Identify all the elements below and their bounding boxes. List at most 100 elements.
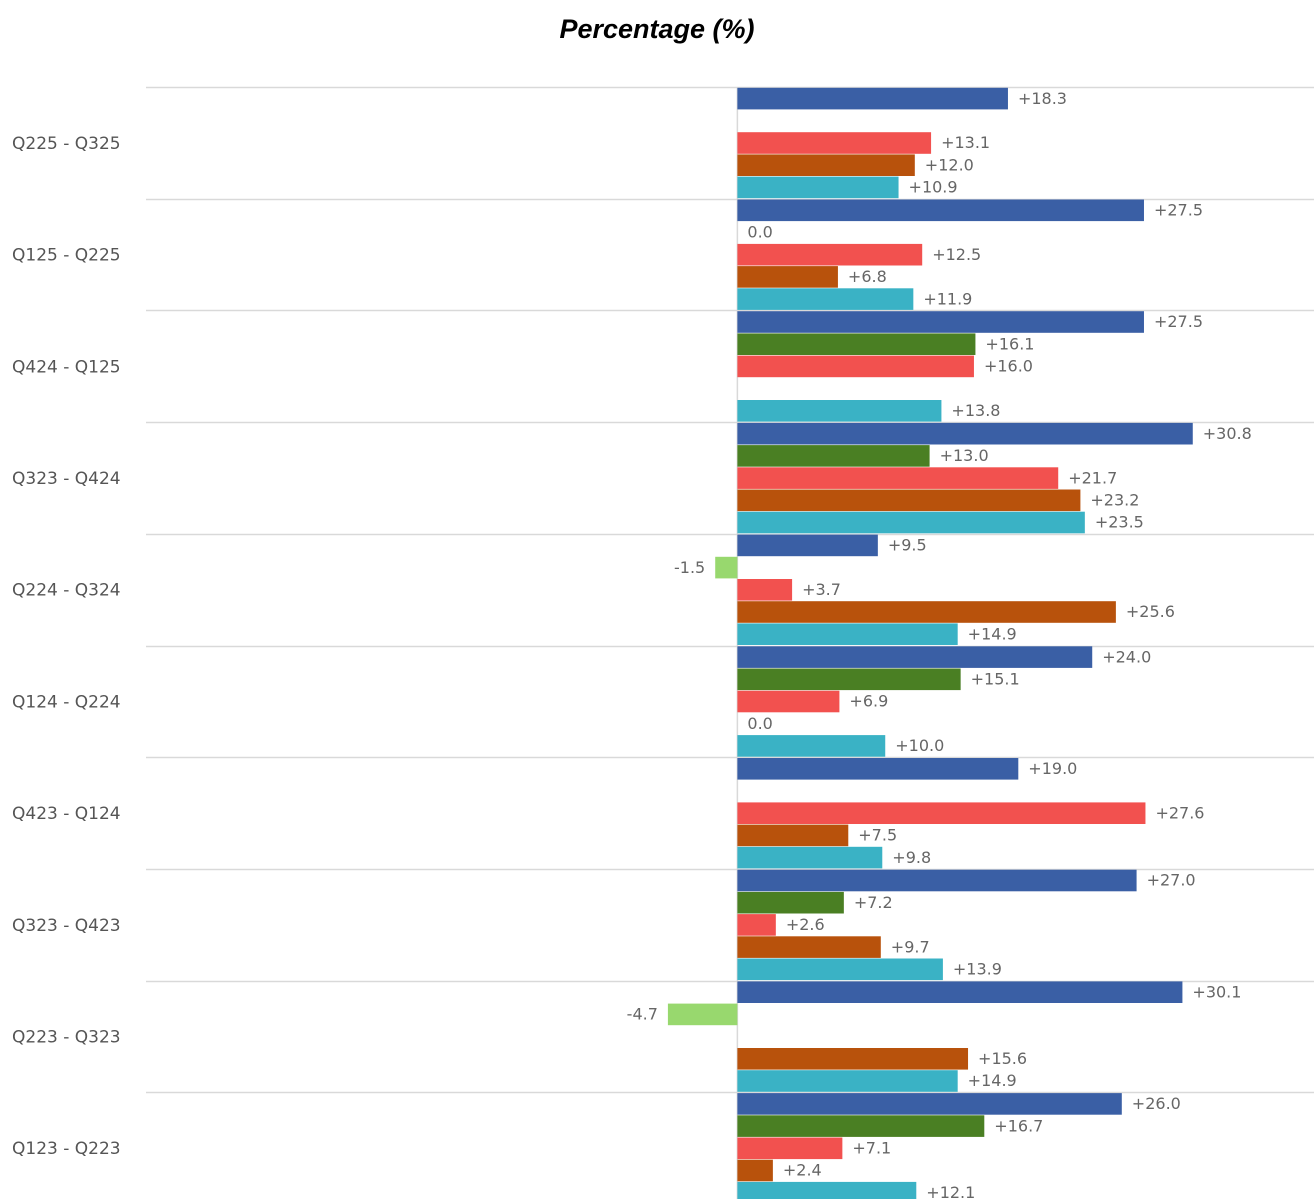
bar — [737, 288, 914, 310]
data-label: +30.8 — [1203, 424, 1252, 443]
bar — [737, 511, 1085, 534]
bar — [737, 266, 838, 288]
data-label: +15.1 — [971, 670, 1020, 689]
data-label: +7.1 — [852, 1139, 891, 1158]
bar — [737, 534, 878, 557]
data-label: +30.1 — [1192, 982, 1241, 1001]
data-label: +2.6 — [786, 915, 825, 934]
bar — [737, 1093, 1122, 1115]
bar — [737, 981, 1183, 1003]
bar — [737, 422, 1193, 445]
data-label: +13.1 — [941, 133, 990, 152]
data-label: +9.7 — [891, 937, 930, 956]
bar — [737, 846, 883, 869]
chart-title: Percentage (%) — [559, 14, 755, 44]
bar — [737, 87, 1008, 110]
bar — [737, 758, 1019, 780]
category-label: Q323 - Q424 — [12, 469, 121, 489]
data-label: +23.2 — [1090, 491, 1139, 510]
bar — [737, 1070, 958, 1092]
data-label: +24.0 — [1102, 647, 1151, 666]
bar — [737, 936, 881, 958]
bar — [737, 400, 942, 422]
data-label: +23.5 — [1095, 513, 1144, 532]
category-label: Q124 - Q224 — [12, 692, 121, 712]
data-label: +12.0 — [925, 155, 974, 174]
category-label: Q423 - Q124 — [12, 804, 121, 824]
data-label: +15.6 — [978, 1049, 1027, 1068]
data-label: +16.1 — [985, 334, 1034, 353]
bar — [737, 958, 943, 981]
category-labels: Q225 - Q325 Q125 - Q225 Q424 - Q125 Q323 - … — [12, 134, 121, 1159]
bar — [737, 467, 1059, 489]
bar — [737, 668, 961, 691]
data-label: +27.5 — [1154, 201, 1203, 220]
data-label: 0.0 — [747, 223, 772, 242]
data-label: +12.1 — [926, 1183, 975, 1199]
bar — [737, 333, 976, 355]
category-label: Q123 - Q223 — [12, 1139, 121, 1159]
data-label: +12.5 — [932, 245, 981, 264]
bar — [737, 176, 899, 199]
data-label: +9.8 — [892, 848, 931, 867]
bar — [737, 891, 844, 914]
data-label: +2.4 — [783, 1161, 822, 1180]
bar — [737, 735, 886, 757]
bar — [737, 1048, 969, 1070]
data-label: +7.2 — [854, 893, 893, 912]
bar — [737, 802, 1146, 824]
bar — [737, 601, 1116, 623]
data-label: +3.7 — [802, 580, 841, 599]
data-label: +14.9 — [968, 624, 1017, 643]
bar — [737, 445, 930, 467]
bar — [715, 556, 738, 579]
bar — [737, 914, 776, 936]
bar — [737, 489, 1081, 512]
data-label: +16.7 — [994, 1116, 1043, 1135]
bar — [737, 199, 1144, 222]
bar — [737, 311, 1144, 333]
data-label: +21.7 — [1068, 468, 1117, 487]
label-layer: +18.3 +13.1 +12.0 +10.9 +27.5 0.0 +12.5 +6.8 +11… — [627, 89, 1252, 1199]
category-label: Q224 - Q324 — [12, 581, 121, 601]
data-label: +7.5 — [858, 826, 897, 845]
bar — [737, 1181, 917, 1199]
data-label: +13.8 — [951, 401, 1000, 420]
bar — [667, 1003, 738, 1026]
data-label: +6.8 — [848, 267, 887, 286]
bar — [737, 154, 915, 176]
data-label: -4.7 — [627, 1005, 658, 1024]
bar — [737, 243, 923, 266]
data-label: +10.0 — [895, 736, 944, 755]
data-label: +6.9 — [849, 692, 888, 711]
bar — [737, 646, 1093, 668]
bar — [737, 132, 932, 154]
grid-layer — [146, 86, 1314, 1199]
bar — [737, 1137, 843, 1160]
category-label: Q323 - Q423 — [12, 916, 121, 936]
bar — [737, 1115, 985, 1137]
data-label: +11.9 — [923, 289, 972, 308]
data-label: 0.0 — [747, 714, 772, 733]
data-label: +16.0 — [984, 357, 1033, 376]
bar — [737, 824, 849, 847]
data-label: +27.0 — [1147, 871, 1196, 890]
bar — [737, 623, 958, 645]
category-label: Q225 - Q325 — [12, 134, 121, 154]
data-label: +27.6 — [1155, 803, 1204, 822]
bar — [737, 579, 793, 601]
data-label: +19.0 — [1028, 759, 1077, 778]
category-label: Q223 - Q323 — [12, 1027, 121, 1047]
data-label: +18.3 — [1018, 89, 1067, 108]
bar — [737, 690, 840, 713]
category-label: Q424 - Q125 — [12, 357, 121, 377]
data-label: +14.9 — [968, 1071, 1017, 1090]
bar — [737, 869, 1137, 892]
bar — [737, 355, 974, 378]
bar-layer — [667, 87, 1193, 1199]
data-label: +25.6 — [1126, 602, 1175, 621]
data-label: +13.9 — [953, 960, 1002, 979]
bar — [737, 1159, 773, 1182]
data-label: +26.0 — [1132, 1094, 1181, 1113]
